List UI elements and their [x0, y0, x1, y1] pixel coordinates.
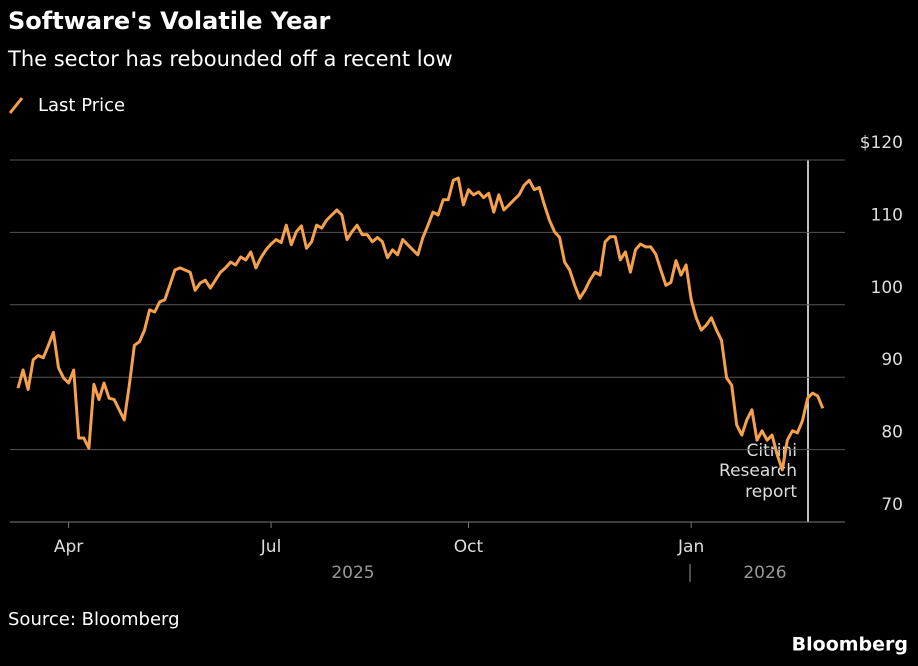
source: Source: Bloomberg — [8, 609, 180, 630]
x-tick-label: Oct — [454, 537, 484, 557]
year-label: 2025 — [331, 563, 374, 583]
legend-swatch — [8, 97, 24, 114]
annotation: Research — [719, 461, 797, 481]
x-tick-label: Apr — [54, 537, 83, 557]
legend-label: Last Price — [38, 95, 125, 116]
chart-subtitle: The sector has rebounded off a recent lo… — [7, 47, 453, 71]
x-tick-label: Jan — [677, 537, 704, 557]
chart-title: Software's Volatile Year — [8, 7, 331, 35]
y-tick-label: 90 — [881, 350, 903, 370]
y-tick-label: 110 — [871, 205, 903, 225]
y-tick-label: 80 — [881, 423, 903, 443]
y-tick-label: 100 — [871, 278, 903, 298]
annotation: Citrini — [747, 441, 797, 461]
y-tick-label: 70 — [881, 495, 903, 515]
year-label: 2026 — [743, 563, 786, 583]
annotation: report — [745, 482, 797, 502]
brand: Bloomberg — [792, 634, 908, 656]
y-tick-label: $120 — [860, 133, 903, 153]
line-series — [16, 176, 825, 472]
x-tick-label: Jul — [260, 537, 282, 557]
